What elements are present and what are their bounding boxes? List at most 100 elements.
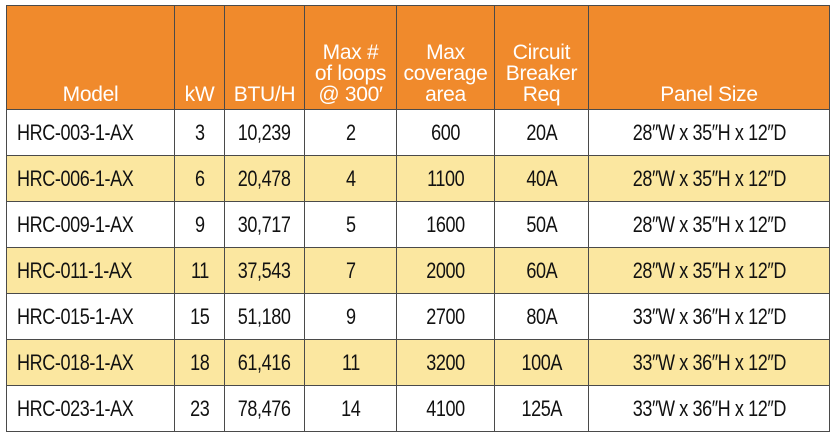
cell-kw: 6 [174,155,225,202]
cell-kw-text: 18 [189,349,210,375]
cell-max-coverage-area: 1100 [396,155,495,202]
cell-model: HRC-015-1-AX [6,293,175,340]
cell-panel-size: 28″W x 35″H x 12″D [588,201,830,248]
header-circuit-breaker-line: Breaker [505,62,578,85]
cell-btu-per-hour-text: 20,478 [238,165,291,191]
cell-btu-per-hour: 51,180 [224,293,305,340]
cell-model-text: HRC-003-1-AX [17,119,134,145]
cell-kw: 3 [174,109,225,156]
cell-max-coverage-area: 4100 [396,385,495,432]
cell-btu-per-hour: 10,239 [224,109,305,156]
cell-panel-size: 33″W x 36″H x 12″D [588,385,830,432]
cell-circuit-breaker: 100A [494,339,589,386]
cell-btu-per-hour-text: 78,476 [238,395,291,421]
cell-kw-text: 9 [194,211,205,237]
cell-btu-per-hour: 78,476 [224,385,305,432]
cell-max-loops-text: 14 [340,395,361,421]
cell-model-text: HRC-015-1-AX [17,303,134,329]
cell-max-loops: 5 [304,201,397,248]
cell-kw: 9 [174,201,225,248]
header-panel-size: Panel Size [588,5,830,110]
header-circuit-breaker: Circuit Breaker Req [494,5,589,110]
header-circuit-breaker-line: Req [522,83,561,106]
table-row: HRC-006-1-AX 6 20,478 4 1100 40A 28″W x 35″H x… [6,155,830,202]
cell-panel-size-text: 28″W x 35″H x 12″D [632,119,786,145]
cell-btu-per-hour: 30,717 [224,201,305,248]
cell-panel-size-text: 28″W x 35″H x 12″D [632,165,786,191]
cell-max-coverage-area: 600 [396,109,495,156]
cell-btu-per-hour-text: 37,543 [238,257,291,283]
cell-max-loops-text: 5 [345,211,356,237]
cell-kw: 23 [174,385,225,432]
header-row: Model kW BTU/H Max # of loops @ 300′ Max covera… [6,5,830,110]
cell-panel-size: 28″W x 35″H x 12″D [588,247,830,294]
cell-kw: 11 [174,247,225,294]
cell-kw-text: 23 [189,395,210,421]
cell-max-coverage-area: 3200 [396,339,495,386]
cell-max-loops: 11 [304,339,397,386]
cell-circuit-breaker-text: 60A [526,257,557,283]
header-max-loops-line: @ 300′ [318,83,383,106]
cell-max-loops-text: 11 [341,349,360,375]
header-max-coverage-area-line: coverage [403,62,488,85]
cell-model: HRC-018-1-AX [6,339,175,386]
cell-max-coverage-area: 2700 [396,293,495,340]
cell-circuit-breaker-text: 100A [521,349,562,375]
cell-model: HRC-023-1-AX [6,385,175,432]
cell-max-coverage-area-text: 1100 [426,165,465,191]
cell-panel-size-text: 28″W x 35″H x 12″D [632,211,786,237]
cell-model-text: HRC-006-1-AX [17,165,134,191]
header-max-coverage-area-line: Max [426,41,465,64]
cell-panel-size-text: 33″W x 36″H x 12″D [632,395,786,421]
cell-circuit-breaker: 60A [494,247,589,294]
table-header: Model kW BTU/H Max # of loops @ 300′ Max covera… [6,5,830,110]
header-max-coverage-area: Max coverage area [396,5,495,110]
cell-circuit-breaker-text: 80A [526,303,557,329]
cell-max-loops: 4 [304,155,397,202]
cell-max-coverage-area: 2000 [396,247,495,294]
cell-circuit-breaker-text: 125A [521,395,562,421]
cell-kw: 18 [174,339,225,386]
header-max-coverage-area-line: area [425,83,466,106]
table-row: HRC-003-1-AX 3 10,239 2 600 20A 28″W x 35″H x … [6,109,830,156]
cell-model: HRC-003-1-AX [6,109,175,156]
cell-max-coverage-area-text: 3200 [426,349,465,375]
header-model-line: Model [62,83,119,106]
cell-circuit-breaker: 80A [494,293,589,340]
cell-kw: 15 [174,293,225,340]
header-max-loops-line: Max # [322,41,379,64]
cell-model-text: HRC-023-1-AX [17,395,134,421]
cell-model: HRC-009-1-AX [6,201,175,248]
cell-btu-per-hour: 37,543 [224,247,305,294]
table-row: HRC-015-1-AX 15 51,180 9 2700 80A 33″W x 36″H … [6,293,830,340]
header-kw: kW [174,5,225,110]
cell-circuit-breaker-text: 50A [526,211,557,237]
cell-max-coverage-area-text: 600 [431,119,460,145]
cell-model-text: HRC-009-1-AX [17,211,134,237]
cell-panel-size: 33″W x 36″H x 12″D [588,293,830,340]
cell-panel-size: 28″W x 35″H x 12″D [588,109,830,156]
cell-max-loops: 2 [304,109,397,156]
header-model: Model [6,5,175,110]
table-row: HRC-023-1-AX 23 78,476 14 4100 125A 33″W x 36″… [6,385,830,432]
cell-max-loops-text: 9 [345,303,356,329]
cell-max-loops: 14 [304,385,397,432]
cell-max-loops-text: 7 [345,257,356,283]
cell-btu-per-hour: 61,416 [224,339,305,386]
cell-kw-text: 3 [194,119,205,145]
header-panel-size-line: Panel Size [660,83,758,106]
cell-max-coverage-area: 1600 [396,201,495,248]
cell-model-text: HRC-018-1-AX [17,349,134,375]
cell-panel-size-text: 28″W x 35″H x 12″D [632,257,786,283]
cell-max-loops: 7 [304,247,397,294]
cell-max-coverage-area-text: 2700 [426,303,465,329]
cell-max-coverage-area-text: 1600 [426,211,465,237]
header-btu-per-hour-line: BTU/H [233,83,296,106]
table-body: HRC-003-1-AX 3 10,239 2 600 20A 28″W x 35″H x … [6,109,830,432]
cell-max-loops: 9 [304,293,397,340]
header-btu-per-hour: BTU/H [224,5,305,110]
cell-model-text: HRC-011-1-AX [17,257,133,283]
cell-panel-size-text: 33″W x 36″H x 12″D [632,349,786,375]
cell-btu-per-hour-text: 61,416 [238,349,291,375]
